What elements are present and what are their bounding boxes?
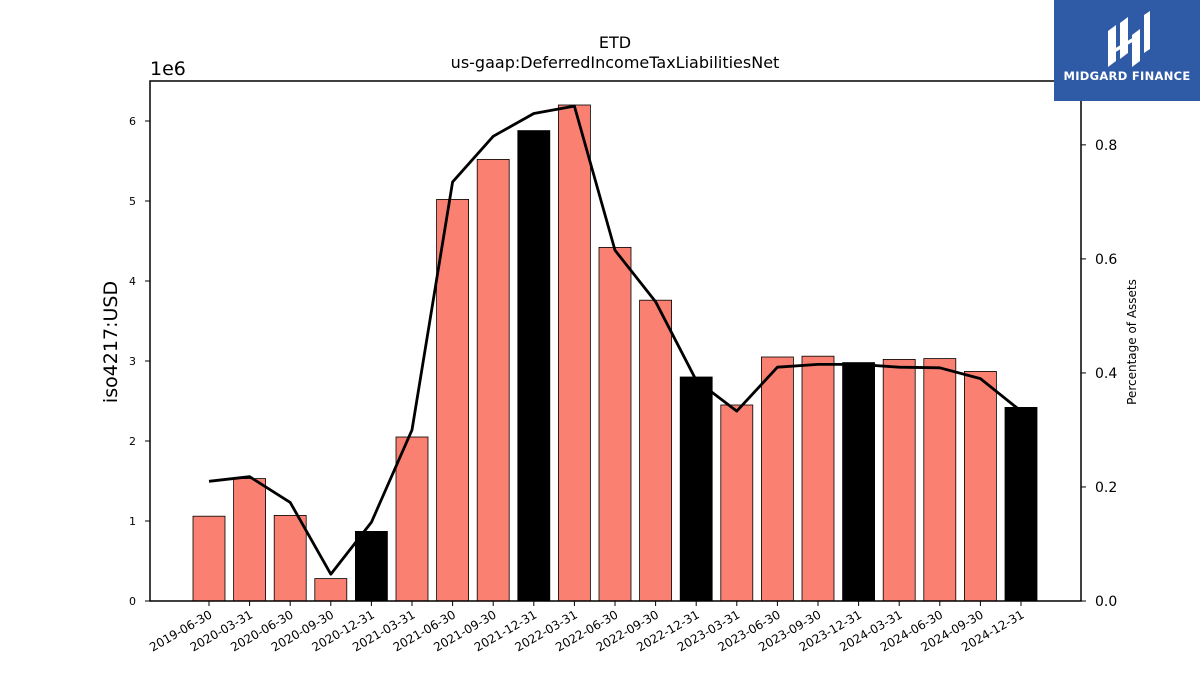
bar-2023-12-31 [842, 362, 875, 602]
bar-2021-09-30 [476, 158, 510, 602]
bar-2020-12-31 [354, 531, 388, 602]
chart-subtitle: us-gaap:DeferredIncomeTaxLiabilitiesNet [451, 53, 780, 72]
bar-2021-12-31 [517, 130, 551, 602]
bar-2021-06-30 [436, 198, 470, 602]
bar-2024-09-30 [964, 370, 997, 602]
bar-2019-06-30 [192, 515, 226, 602]
bar-2022-09-30 [639, 299, 672, 602]
bar-2024-03-31 [882, 358, 916, 602]
y2-tick-label: 0.8 [1095, 138, 1117, 154]
percentage-of-assets-line [208, 104, 1022, 576]
bar-2023-09-30 [801, 355, 835, 602]
bar-2022-03-31 [558, 104, 591, 602]
bar-2020-06-30 [273, 515, 307, 602]
bar-2023-06-30 [761, 356, 794, 602]
bar-2020-03-31 [233, 478, 267, 602]
y-tick-label: 4 [129, 275, 136, 288]
y-tick-label: 5 [129, 195, 136, 208]
y-tick-label: 0 [129, 595, 136, 608]
midgard-finance-logo: MIDGARD FINANCE [1054, 0, 1200, 101]
bar-2023-03-31 [720, 404, 754, 602]
bar-2024-12-31 [1004, 406, 1038, 602]
y-tick-label: 6 [129, 115, 136, 128]
y-tick-label: 2 [129, 435, 136, 448]
bar-2022-12-31 [679, 376, 713, 602]
chart-title: ETD [599, 33, 631, 52]
y2-tick-label: 0.0 [1095, 594, 1117, 610]
midgard-logo-icon [1108, 11, 1150, 67]
logo-text: MIDGARD FINANCE [1063, 69, 1191, 83]
y-tick-label: 3 [129, 355, 136, 368]
y2-tick-label: 0.2 [1095, 480, 1117, 496]
y-tick-label: 1 [129, 515, 136, 528]
bar-2022-06-30 [598, 246, 632, 602]
y2-tick-label: 0.4 [1095, 366, 1117, 382]
y2-axis-label: Percentage of Assets [1125, 279, 1139, 405]
bar-2020-09-30 [314, 578, 348, 602]
bar-2021-03-31 [395, 436, 429, 602]
y-axis-offset-label: 1e6 [150, 58, 186, 80]
bar-2024-06-30 [923, 358, 957, 602]
y-axis-label: iso4217:USD [100, 281, 122, 403]
y2-tick-label: 0.6 [1095, 252, 1117, 268]
